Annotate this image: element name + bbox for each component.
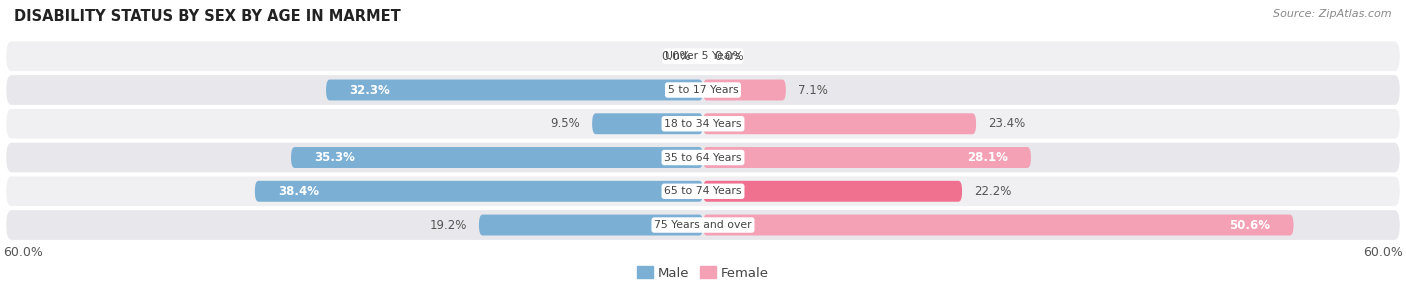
Text: 7.1%: 7.1% [797, 84, 827, 96]
FancyBboxPatch shape [592, 113, 703, 134]
Text: 19.2%: 19.2% [430, 218, 467, 231]
Text: 23.4%: 23.4% [988, 117, 1025, 130]
Text: 0.0%: 0.0% [714, 50, 744, 63]
Text: 35 to 64 Years: 35 to 64 Years [664, 152, 742, 163]
Text: 65 to 74 Years: 65 to 74 Years [664, 186, 742, 196]
FancyBboxPatch shape [703, 214, 1294, 235]
FancyBboxPatch shape [6, 109, 1400, 138]
Text: 35.3%: 35.3% [315, 151, 356, 164]
FancyBboxPatch shape [254, 181, 703, 202]
Legend: Male, Female: Male, Female [637, 267, 769, 280]
Text: 9.5%: 9.5% [551, 117, 581, 130]
Text: DISABILITY STATUS BY SEX BY AGE IN MARMET: DISABILITY STATUS BY SEX BY AGE IN MARME… [14, 9, 401, 24]
FancyBboxPatch shape [703, 181, 962, 202]
FancyBboxPatch shape [291, 147, 703, 168]
FancyBboxPatch shape [479, 214, 703, 235]
FancyBboxPatch shape [703, 113, 976, 134]
Text: Under 5 Years: Under 5 Years [665, 51, 741, 61]
Text: 60.0%: 60.0% [3, 246, 42, 259]
Text: Source: ZipAtlas.com: Source: ZipAtlas.com [1274, 9, 1392, 19]
Text: 38.4%: 38.4% [278, 185, 319, 198]
FancyBboxPatch shape [6, 210, 1400, 240]
FancyBboxPatch shape [6, 75, 1400, 105]
Text: 28.1%: 28.1% [967, 151, 1008, 164]
FancyBboxPatch shape [326, 80, 703, 100]
FancyBboxPatch shape [703, 80, 786, 100]
Text: 18 to 34 Years: 18 to 34 Years [664, 119, 742, 129]
Text: 75 Years and over: 75 Years and over [654, 220, 752, 230]
Text: 60.0%: 60.0% [1364, 246, 1403, 259]
FancyBboxPatch shape [6, 176, 1400, 206]
FancyBboxPatch shape [6, 143, 1400, 172]
Text: 22.2%: 22.2% [974, 185, 1011, 198]
Text: 5 to 17 Years: 5 to 17 Years [668, 85, 738, 95]
Text: 32.3%: 32.3% [349, 84, 389, 96]
FancyBboxPatch shape [703, 147, 1031, 168]
FancyBboxPatch shape [6, 41, 1400, 71]
Text: 0.0%: 0.0% [662, 50, 692, 63]
Text: 50.6%: 50.6% [1229, 218, 1270, 231]
